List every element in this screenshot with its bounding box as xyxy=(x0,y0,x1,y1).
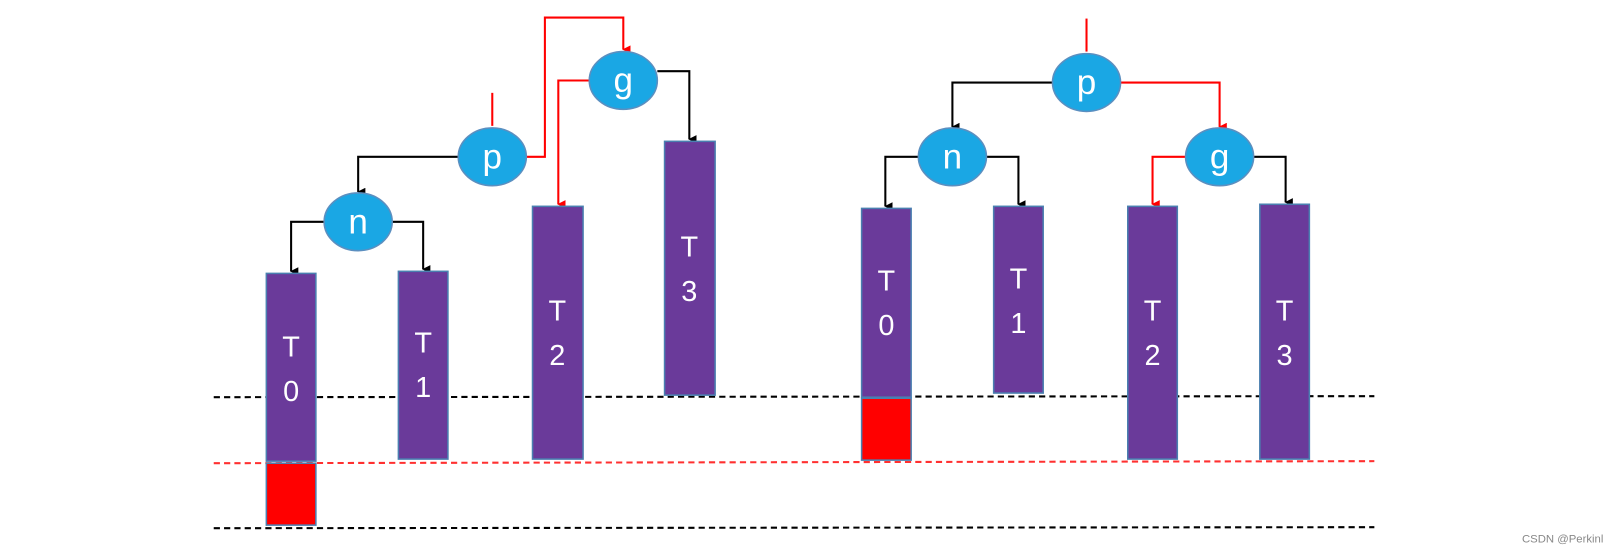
subtree xyxy=(860,207,912,398)
node-label: g xyxy=(1210,137,1230,176)
subtree-label: 3 xyxy=(1277,340,1293,372)
edge xyxy=(657,70,697,144)
subtree xyxy=(992,205,1044,394)
subtree-label: 1 xyxy=(415,372,431,404)
subtree xyxy=(531,205,584,460)
node xyxy=(1051,52,1122,113)
node-label: p xyxy=(1077,63,1097,102)
subtree xyxy=(397,270,449,460)
edge xyxy=(986,155,1026,209)
node-label: g xyxy=(614,61,634,100)
left-edges xyxy=(290,16,697,276)
right-edges xyxy=(884,18,1293,211)
subtree-label: 1 xyxy=(1010,308,1026,340)
subtree-label: 0 xyxy=(283,376,299,408)
node xyxy=(917,127,988,187)
subtree xyxy=(1127,205,1179,460)
node xyxy=(1184,127,1255,187)
subtree-label: T xyxy=(414,328,432,360)
node-label: n xyxy=(943,137,963,176)
edge xyxy=(526,16,631,158)
node xyxy=(457,127,528,187)
edge xyxy=(392,220,431,274)
height-increase xyxy=(860,397,912,461)
node-label: p xyxy=(483,137,503,176)
subtree-label: 2 xyxy=(1145,340,1161,372)
subtree xyxy=(265,272,317,462)
edge xyxy=(290,220,325,276)
edge xyxy=(357,155,459,197)
subtree-label: 3 xyxy=(681,276,697,308)
subtree-label: T xyxy=(1010,264,1028,296)
subtree-label: T xyxy=(282,332,300,364)
subtree-label: 0 xyxy=(878,310,894,342)
subtree-label: T xyxy=(548,296,566,328)
subtree xyxy=(663,140,716,396)
level-line xyxy=(213,395,1375,399)
subtree-label: T xyxy=(681,232,699,264)
node xyxy=(588,50,659,111)
edge xyxy=(1120,81,1227,132)
edge xyxy=(557,79,590,209)
subtree-label: T xyxy=(1144,296,1162,328)
level-line xyxy=(213,460,1375,465)
edge xyxy=(951,81,1053,132)
subtree-label: T xyxy=(878,266,896,298)
edge xyxy=(1151,155,1186,209)
node xyxy=(323,192,393,252)
height-increase xyxy=(265,462,317,526)
node-label: n xyxy=(348,202,368,241)
level-line xyxy=(213,526,1375,530)
watermark: CSDN @Perkinl xyxy=(1522,534,1603,546)
subtree-label: T xyxy=(1276,296,1294,328)
subtree-label: 2 xyxy=(549,340,565,372)
edge xyxy=(884,155,919,211)
edge xyxy=(1253,155,1293,207)
subtree xyxy=(1259,203,1311,460)
